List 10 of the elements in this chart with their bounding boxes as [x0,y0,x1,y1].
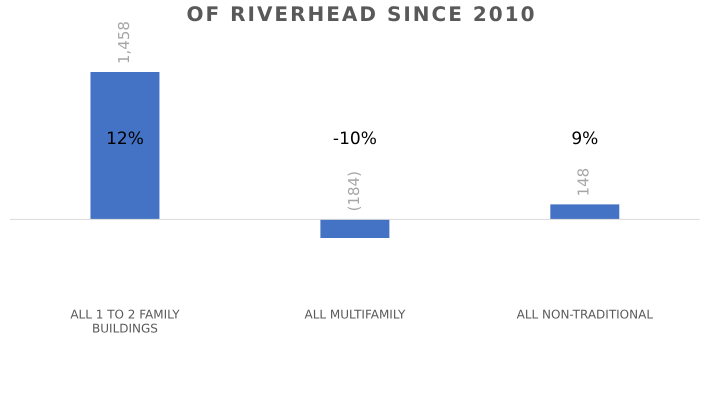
x-tick-label: ALL MULTIFAMILY [304,307,406,322]
data-label: 148 [574,168,593,196]
annotation: -10% [332,129,377,150]
data-label: (184) [344,171,363,212]
x-tick-label: ALL NON-TRADITIONAL [516,307,654,322]
x-tick-label: ALL 1 TO 2 FAMILY BUILDINGS [70,307,180,336]
data-label: 1,458 [114,21,133,64]
annotation: 12% [106,129,144,150]
chart-title: OF RIVERHEAD SINCE 2010 [186,2,536,26]
annotation: 9% [571,129,598,150]
